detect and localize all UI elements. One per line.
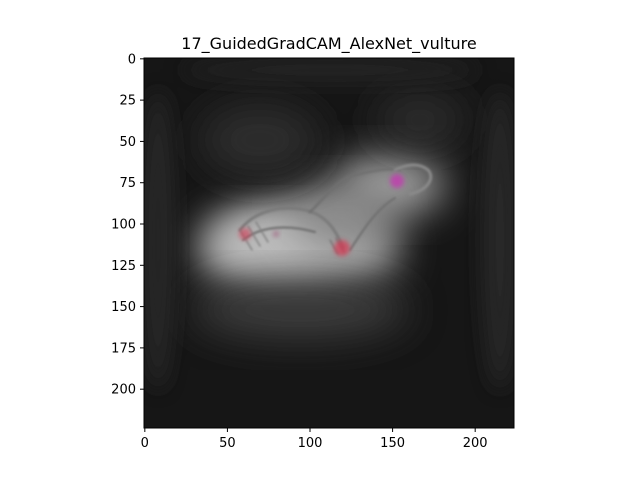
y-tick-label: 125 [111, 259, 136, 274]
y-tick-label: 200 [111, 383, 136, 398]
x-tick-label: 200 [463, 436, 488, 451]
highlight-head [390, 174, 404, 188]
highlight-body [334, 240, 350, 256]
y-axis: 0 25 50 75 100 125 150 175 200 [111, 52, 144, 398]
plot-area [144, 58, 514, 428]
y-tick-label: 75 [119, 176, 136, 191]
y-tick-label: 175 [111, 341, 136, 356]
highlight-spots [239, 174, 404, 256]
highlight-wing [239, 228, 251, 240]
plot-frame [143, 57, 515, 429]
y-tick-label: 150 [111, 300, 136, 315]
x-tick-label: 150 [380, 436, 405, 451]
x-tick-label: 50 [219, 436, 236, 451]
y-tick-label: 100 [111, 218, 136, 233]
x-tick-label: 100 [298, 436, 323, 451]
y-tick-label: 25 [119, 94, 136, 109]
x-tick-label: 0 [141, 436, 149, 451]
x-axis: 0 50 100 150 200 [141, 428, 488, 451]
chart-title: 17_GuidedGradCAM_AlexNet_vulture [181, 34, 476, 54]
y-tick-label: 50 [119, 135, 136, 150]
guided-edges [238, 163, 433, 255]
y-tick-label: 0 [128, 52, 136, 67]
